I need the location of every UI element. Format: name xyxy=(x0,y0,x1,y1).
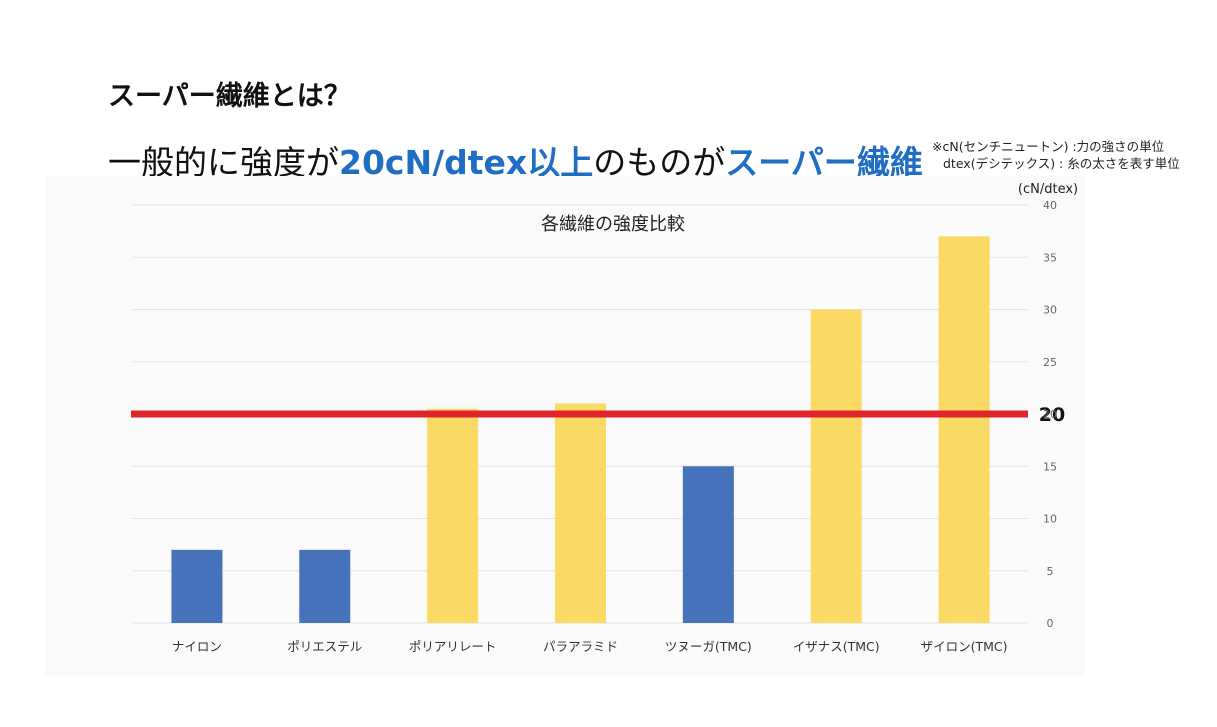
bar xyxy=(682,466,734,623)
x-tick-label: ポリアリレート xyxy=(409,639,497,654)
x-tick-label: ザイロン(TMC) xyxy=(921,639,1008,654)
x-tick-label: ツヌーガ(TMC) xyxy=(665,639,752,654)
x-tick-label: ナイロン xyxy=(172,639,222,654)
threshold-label: 20 xyxy=(1039,404,1065,426)
x-tick-label: ポリエステル xyxy=(287,639,362,654)
slide-title: スーパー繊維とは？ xyxy=(108,81,351,112)
headline-text-1: 一般的に強度が xyxy=(108,143,339,182)
x-tick-label: イザナス(TMC) xyxy=(793,639,880,654)
bar xyxy=(938,236,990,623)
y-tick-label: 25 xyxy=(1043,356,1057,369)
bar xyxy=(299,549,351,623)
y-axis-unit-label: (cN/dtex) xyxy=(1018,182,1078,197)
chart-title: 各繊維の強度比較 xyxy=(541,214,685,235)
y-axis-ticks: 0 5 10 15 20 25 30 35 40 xyxy=(1043,199,1057,630)
bar xyxy=(427,408,479,623)
y-tick-label: 10 xyxy=(1043,513,1057,526)
y-tick-label: 15 xyxy=(1043,460,1057,473)
headline-highlight-threshold: 20cN/dtex以上 xyxy=(339,143,594,182)
unit-notes: ※cN(センチニュートン) :力の強さの単位 dtex(デシテックス) : 糸の… xyxy=(932,138,1180,172)
y-tick-label: 40 xyxy=(1043,199,1057,212)
bars xyxy=(171,236,990,623)
headline: 一般的に強度が20cN/dtex以上のものがスーパー繊維 xyxy=(108,136,923,184)
y-tick-label: 20 xyxy=(1043,408,1057,421)
y-tick-label: 30 xyxy=(1043,304,1057,317)
threshold-marker: 20 xyxy=(131,404,1065,426)
headline-highlight-super-fiber: スーパー繊維 xyxy=(725,143,923,182)
bar xyxy=(810,309,862,623)
bar xyxy=(171,549,223,623)
x-tick-label: パラアラミド xyxy=(543,639,618,654)
y-tick-label: 35 xyxy=(1043,251,1057,264)
unit-note-cn: ※cN(センチニュートン) :力の強さの単位 xyxy=(932,139,1165,154)
y-tick-label: 5 xyxy=(1047,565,1054,578)
bar xyxy=(555,403,606,623)
unit-note-dtex: dtex(デシテックス) : 糸の太さを表す単位 xyxy=(943,156,1180,171)
x-axis-ticks: ナイロン ポリエステル ポリアリレート パラアラミド ツヌーガ(TMC) イザナス(TMC… xyxy=(172,639,1008,654)
headline-text-2: のものが xyxy=(593,143,726,182)
y-tick-label: 0 xyxy=(1047,617,1054,630)
